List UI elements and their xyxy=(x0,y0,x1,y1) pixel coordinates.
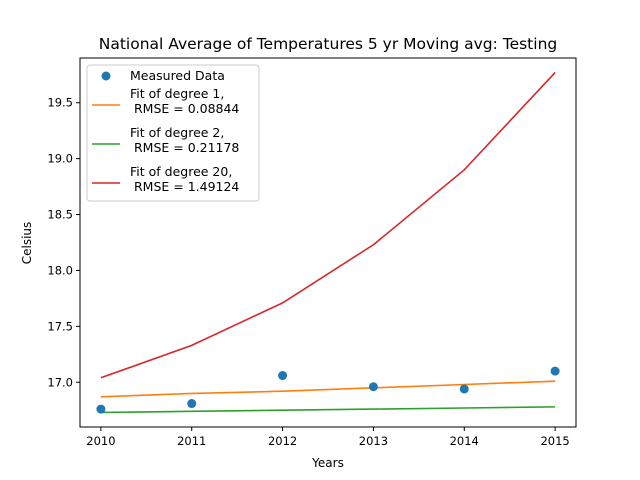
x-axis-label: Years xyxy=(311,456,344,470)
y-tick-label: 18.5 xyxy=(47,208,73,222)
legend-label-measured: Measured Data xyxy=(130,68,225,83)
plot-frame xyxy=(79,57,577,428)
series-line-degree-2 xyxy=(100,406,556,414)
data-point xyxy=(550,366,560,376)
data-point xyxy=(459,384,469,394)
chart-title: National Average of Temperatures 5 yr Mo… xyxy=(99,35,557,53)
data-point xyxy=(278,371,288,381)
y-tick-label: 17.5 xyxy=(47,319,73,333)
x-tick-label: 2012 xyxy=(268,434,297,448)
legend-label-degree-1: Fit of degree 1, RMSE = 0.08844 xyxy=(130,86,239,116)
data-point xyxy=(187,399,197,409)
x-tick-label: 2014 xyxy=(450,434,479,448)
y-tick-label: 18.0 xyxy=(47,263,73,277)
y-axis-label: Celsius xyxy=(20,222,34,265)
x-tick-label: 2011 xyxy=(177,434,206,448)
series-line-degree-20 xyxy=(100,71,556,379)
legend-frame xyxy=(86,64,260,202)
data-point xyxy=(96,404,106,414)
x-tick-label: 2010 xyxy=(86,434,115,448)
x-tick-label: 2013 xyxy=(359,434,388,448)
y-tick-label: 19.5 xyxy=(47,96,73,110)
series-line-degree-1 xyxy=(100,380,556,398)
x-tick-label: 2015 xyxy=(540,434,569,448)
legend: Measured Data Fit of degree 1, RMSE = 0.0… xyxy=(86,64,260,202)
legend-label-degree-2: Fit of degree 2, RMSE = 0.21178 xyxy=(130,125,239,155)
plot-area xyxy=(96,71,560,414)
x-axis: 2010 2011 2012 2013 2014 2015 xyxy=(86,427,570,448)
legend-label-degree-20: Fit of degree 20, RMSE = 1.49124 xyxy=(130,164,239,194)
y-tick-label: 17.0 xyxy=(47,375,73,389)
y-tick-label: 19.0 xyxy=(47,152,73,166)
legend-marker-measured xyxy=(101,71,111,81)
data-point xyxy=(368,382,378,392)
y-axis: 17.0 17.5 18.0 18.5 19.0 19.5 xyxy=(47,96,80,389)
